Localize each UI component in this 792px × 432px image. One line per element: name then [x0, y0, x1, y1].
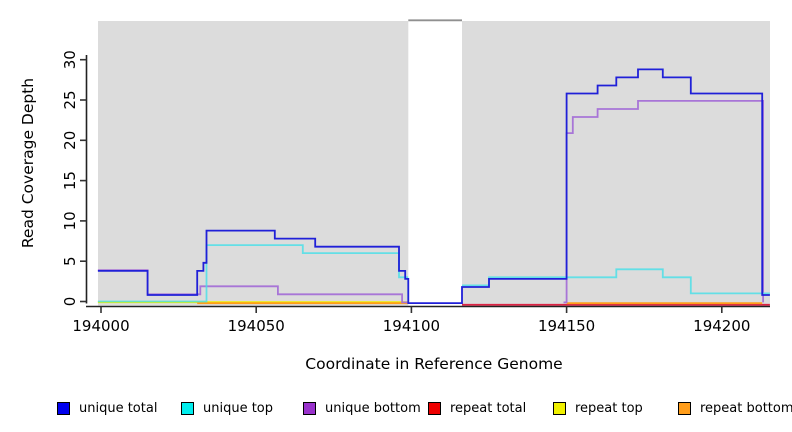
- legend-swatch-icon: [57, 401, 70, 415]
- legend-label: unique bottom: [325, 400, 421, 416]
- x-tick-label: 194050: [228, 317, 285, 335]
- x-tick-label: 194150: [538, 317, 595, 335]
- chart-svg: 194000 194050 194100 194150 194200 0 5 10 15 20 2…: [19, 19, 770, 373]
- legend-item-unique-total: unique total: [57, 399, 157, 417]
- legend-swatch-icon: [428, 401, 441, 415]
- y-axis-title: Read Coverage Depth: [19, 78, 37, 248]
- legend-item-unique-top: unique top: [181, 399, 273, 417]
- y-tick-label: 0: [61, 297, 79, 307]
- legend-item-repeat-bottom: repeat bottom: [678, 399, 792, 417]
- x-axis-title: Coordinate in Reference Genome: [305, 355, 562, 373]
- x-tick-label: 194100: [383, 317, 440, 335]
- y-tick-label: 30: [61, 50, 79, 69]
- legend-item-repeat-total: repeat total: [428, 399, 526, 417]
- x-axis-ticks: 194000 194050 194100 194150 194200: [72, 306, 750, 335]
- series-line-unique-total: [97, 68, 770, 304]
- x-tick-label: 194200: [693, 317, 750, 335]
- y-tick-label: 10: [61, 211, 79, 230]
- legend-label: repeat top: [575, 400, 643, 416]
- y-tick-label: 20: [61, 131, 79, 150]
- legend-label: unique total: [79, 400, 158, 416]
- legend-item-unique-bottom: unique bottom: [303, 399, 421, 417]
- y-tick-label: 25: [61, 90, 79, 109]
- y-tick-label: 15: [61, 171, 79, 190]
- legend-swatch-icon: [678, 401, 691, 415]
- y-tick-label: 5: [61, 256, 79, 266]
- y-axis-ticks: 0 5 10 15 20 25 30: [61, 50, 87, 306]
- legend-swatch-icon: [303, 401, 316, 415]
- uncovered-region-band: [408, 19, 462, 306]
- series-line-unique-total-group: [97, 68, 770, 304]
- legend-item-repeat-top: repeat top: [553, 399, 643, 417]
- legend-label: repeat bottom: [700, 400, 792, 416]
- legend-swatch-icon: [181, 401, 194, 415]
- legend-label: unique top: [203, 400, 274, 416]
- x-tick-label: 194000: [72, 317, 129, 335]
- legend-label: repeat total: [450, 400, 527, 416]
- legend-swatch-icon: [553, 401, 566, 415]
- legend: unique total unique top unique bottom repea…: [0, 399, 792, 421]
